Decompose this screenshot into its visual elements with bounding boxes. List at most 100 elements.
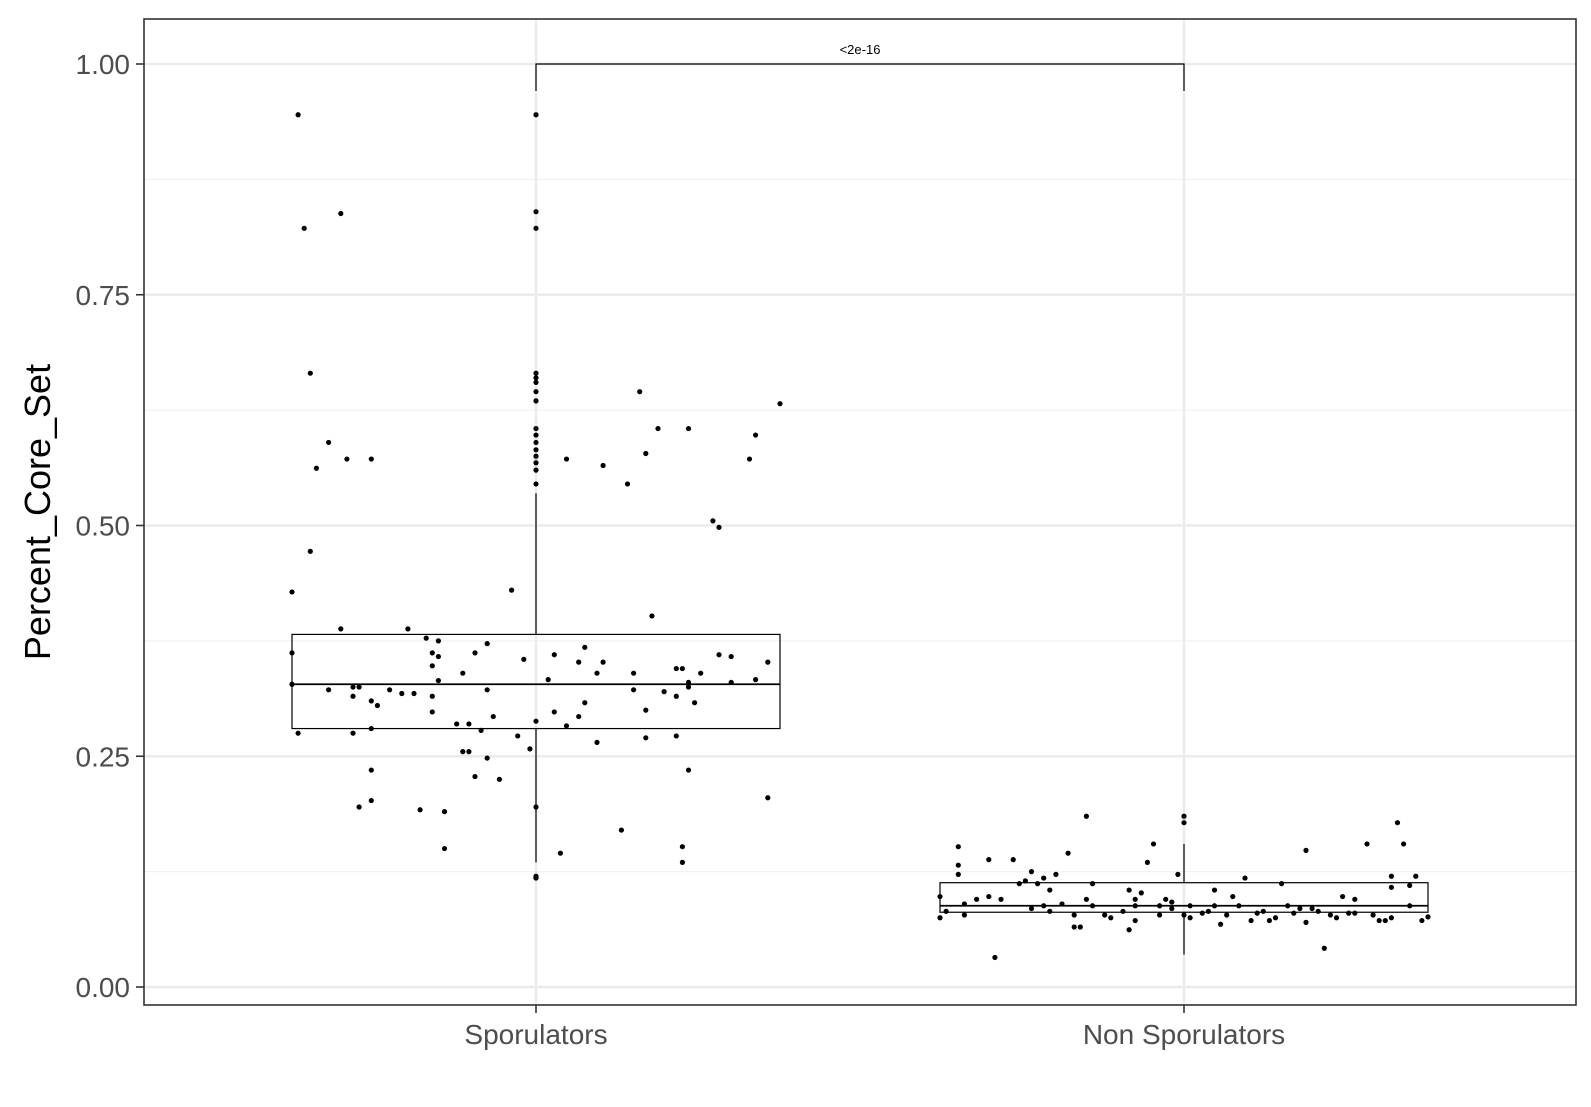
jitter-point	[961, 912, 968, 918]
jitter-point	[594, 739, 600, 746]
jitter-point	[955, 871, 961, 877]
jitter-point	[368, 767, 374, 773]
outlier-point	[533, 370, 539, 376]
jitter-point	[1169, 905, 1175, 912]
jitter-point	[679, 859, 686, 865]
jitter-point	[551, 709, 557, 715]
jitter-point	[435, 677, 441, 684]
jitter-point	[716, 524, 722, 530]
jitter-point	[472, 650, 478, 656]
jitter-point	[685, 679, 692, 686]
jitter-point	[716, 652, 722, 658]
jitter-point	[1236, 903, 1242, 909]
jitter-point	[974, 896, 980, 902]
outlier-point	[533, 112, 539, 118]
jitter-point	[576, 659, 582, 665]
jitter-point	[1419, 917, 1425, 924]
jitter-point	[937, 893, 943, 900]
jitter-point	[1370, 912, 1376, 918]
jitter-point	[1199, 910, 1205, 916]
jitter-point	[679, 844, 686, 850]
jitter-point	[1089, 881, 1096, 887]
jitter-point	[1138, 890, 1144, 896]
jitter-point	[576, 713, 582, 720]
plot-panel	[144, 19, 1576, 1005]
jitter-point	[399, 690, 405, 697]
jitter-point	[1041, 875, 1047, 881]
outlier-point	[533, 398, 539, 404]
jitter-point	[411, 690, 417, 697]
jitter-point	[1120, 908, 1126, 914]
outlier-point	[533, 467, 539, 473]
jitter-point	[1425, 914, 1431, 920]
jitter-point	[496, 776, 502, 782]
jitter-point	[1205, 908, 1211, 914]
jitter-point	[1309, 905, 1315, 912]
jitter-point	[1028, 905, 1035, 912]
jitter-point	[1218, 921, 1224, 927]
outlier-point	[533, 379, 539, 386]
jitter-point	[307, 370, 313, 376]
jitter-point	[429, 709, 435, 715]
jitter-point	[405, 626, 411, 632]
jitter-point	[441, 845, 448, 852]
jitter-point	[649, 613, 655, 619]
significance-label: <2e-16	[840, 42, 881, 57]
jitter-point	[441, 809, 448, 815]
point-layer	[289, 112, 1431, 961]
jitter-point	[955, 862, 961, 868]
jitter-point	[1016, 881, 1022, 887]
jitter-point	[1047, 908, 1053, 914]
outlier-point	[1181, 820, 1187, 826]
jitter-point	[1181, 912, 1187, 918]
jitter-point	[454, 721, 460, 727]
jitter-point	[1211, 903, 1218, 909]
jitter-point	[673, 665, 679, 672]
jitter-point	[1108, 915, 1114, 921]
jitter-point	[301, 225, 307, 231]
jitter-point	[1053, 871, 1059, 877]
jitter-point	[955, 844, 961, 850]
jitter-point	[643, 707, 649, 713]
jitter-point	[1144, 859, 1150, 865]
jitter-point	[1157, 903, 1163, 909]
jitter-point	[563, 723, 570, 729]
y-tick-label: 0.25	[76, 741, 131, 772]
jitter-point	[350, 684, 356, 690]
jitter-point	[435, 638, 441, 644]
significance-bracket: <2e-16	[535, 42, 1185, 91]
jitter-point	[998, 896, 1004, 902]
jitter-point	[710, 518, 716, 524]
jitter-point	[1272, 915, 1279, 921]
jitter-point	[631, 687, 637, 693]
jitter-point	[533, 804, 539, 810]
jitter-point	[527, 746, 533, 752]
jitter-point	[753, 677, 759, 683]
jitter-point	[313, 465, 319, 471]
outlier-point	[533, 209, 539, 215]
outlier-point	[533, 439, 539, 446]
jitter-point	[1083, 813, 1089, 819]
jitter-point	[1407, 903, 1413, 909]
jitter-point	[356, 804, 362, 810]
jitter-point	[1279, 881, 1285, 887]
jitter-point	[307, 548, 313, 554]
jitter-point	[326, 439, 332, 446]
jitter-point	[295, 730, 301, 736]
plot-border	[143, 18, 1577, 1006]
jitter-point	[387, 687, 393, 693]
jitter-point	[435, 653, 441, 660]
jitter-point	[643, 735, 649, 741]
jitter-point	[350, 730, 356, 736]
jitter-point	[1187, 915, 1193, 921]
jitter-point	[1089, 903, 1096, 909]
jitter-point	[1157, 912, 1163, 918]
jitter-point	[289, 589, 295, 595]
jitter-point	[472, 773, 478, 780]
jitter-point	[618, 827, 625, 833]
jitter-point	[557, 850, 564, 856]
outlier-point	[533, 453, 539, 459]
jitter-point	[1254, 910, 1260, 916]
jitter-point	[1413, 873, 1419, 879]
y-tick-label: 0.75	[76, 280, 131, 311]
